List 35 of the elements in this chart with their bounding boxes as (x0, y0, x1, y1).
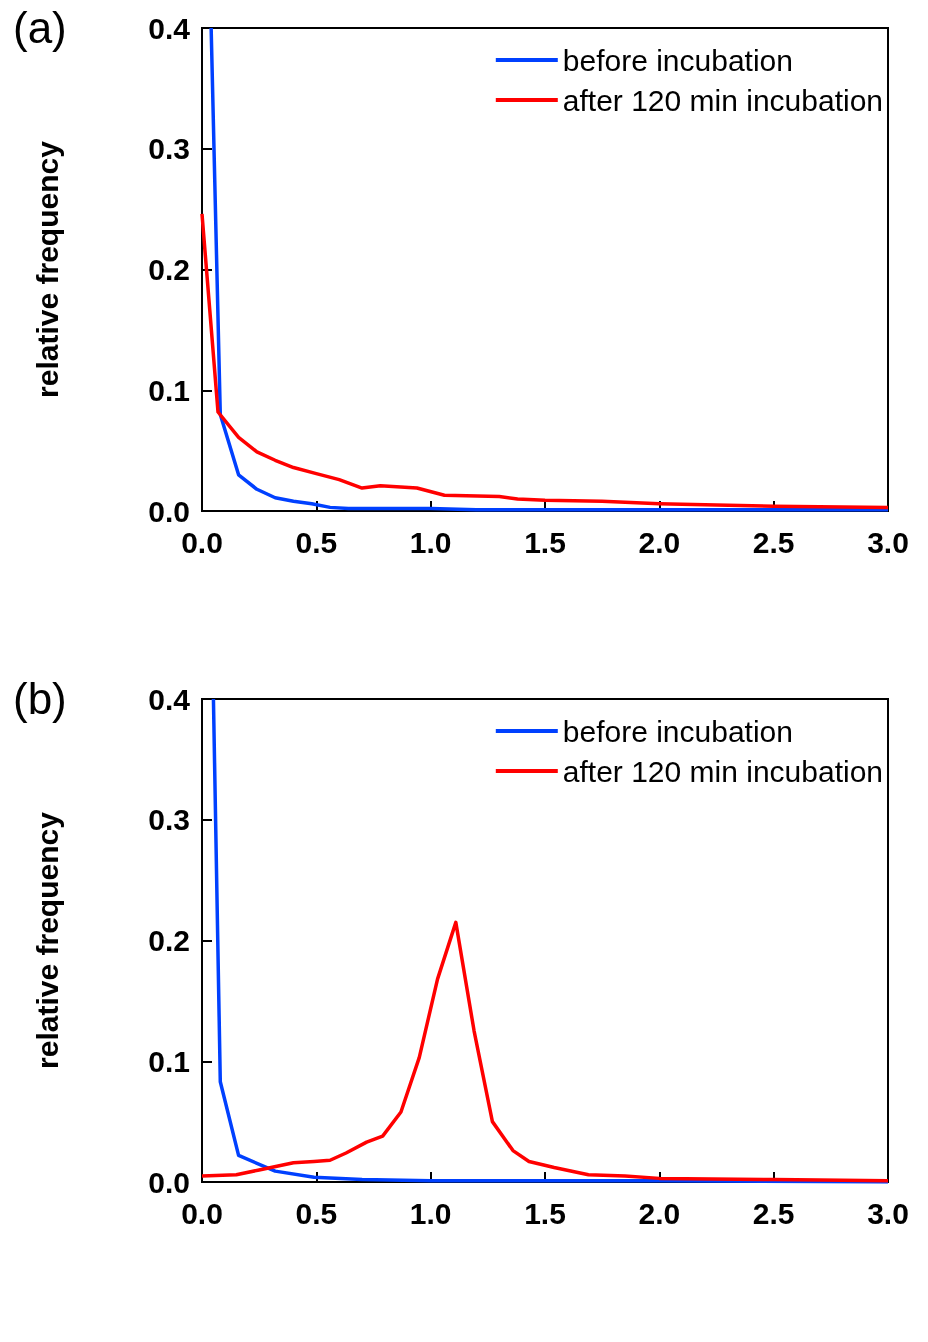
y-tick-label: 0.2 (148, 253, 190, 286)
x-tick-label: 1.5 (524, 525, 566, 559)
x-tick-label: 2.5 (752, 1196, 795, 1230)
y-tick-label: 0.4 (148, 682, 191, 716)
x-tick-label: 1.5 (524, 1196, 566, 1230)
line-series (200, 920, 890, 1183)
x-tick-label: 2.0 (638, 525, 681, 559)
x-tick-label: 0.5 (295, 1196, 338, 1230)
x-tick-label: 1.0 (409, 525, 452, 559)
x-tick-label: 0.5 (295, 525, 338, 559)
y-tick-label: 0.0 (148, 1165, 190, 1199)
y-axis-title: relative frequency (30, 140, 64, 398)
y-tick-label: 0.2 (148, 924, 190, 957)
legend-label: before incubation (562, 43, 793, 77)
line-series (200, 212, 890, 510)
legend-label: after 120 min incubation (562, 83, 883, 117)
x-tick-label: 2.5 (752, 525, 795, 559)
line-series (209, 26, 890, 512)
y-tick-label: 0.3 (148, 132, 190, 166)
chart-title: (b) (13, 673, 67, 723)
y-tick-label: 0.3 (148, 803, 190, 837)
x-tick-label: 3.0 (867, 1196, 909, 1230)
y-axis-title: relative frequency (30, 811, 64, 1069)
legend-label: before incubation (562, 714, 793, 748)
legend-label: after 120 min incubation (562, 754, 883, 788)
x-tick-label: 0.0 (181, 1196, 223, 1230)
x-tick-label: 2.0 (638, 1196, 681, 1230)
chart-title: (a) (13, 2, 67, 52)
y-tick-label: 0.0 (148, 494, 190, 528)
x-tick-label: 1.0 (409, 1196, 452, 1230)
x-tick-label: 3.0 (867, 525, 909, 559)
y-tick-label: 0.4 (148, 11, 191, 45)
x-tick-label: 0.0 (181, 525, 223, 559)
y-tick-label: 0.1 (148, 1044, 190, 1078)
y-tick-label: 0.1 (148, 373, 190, 407)
